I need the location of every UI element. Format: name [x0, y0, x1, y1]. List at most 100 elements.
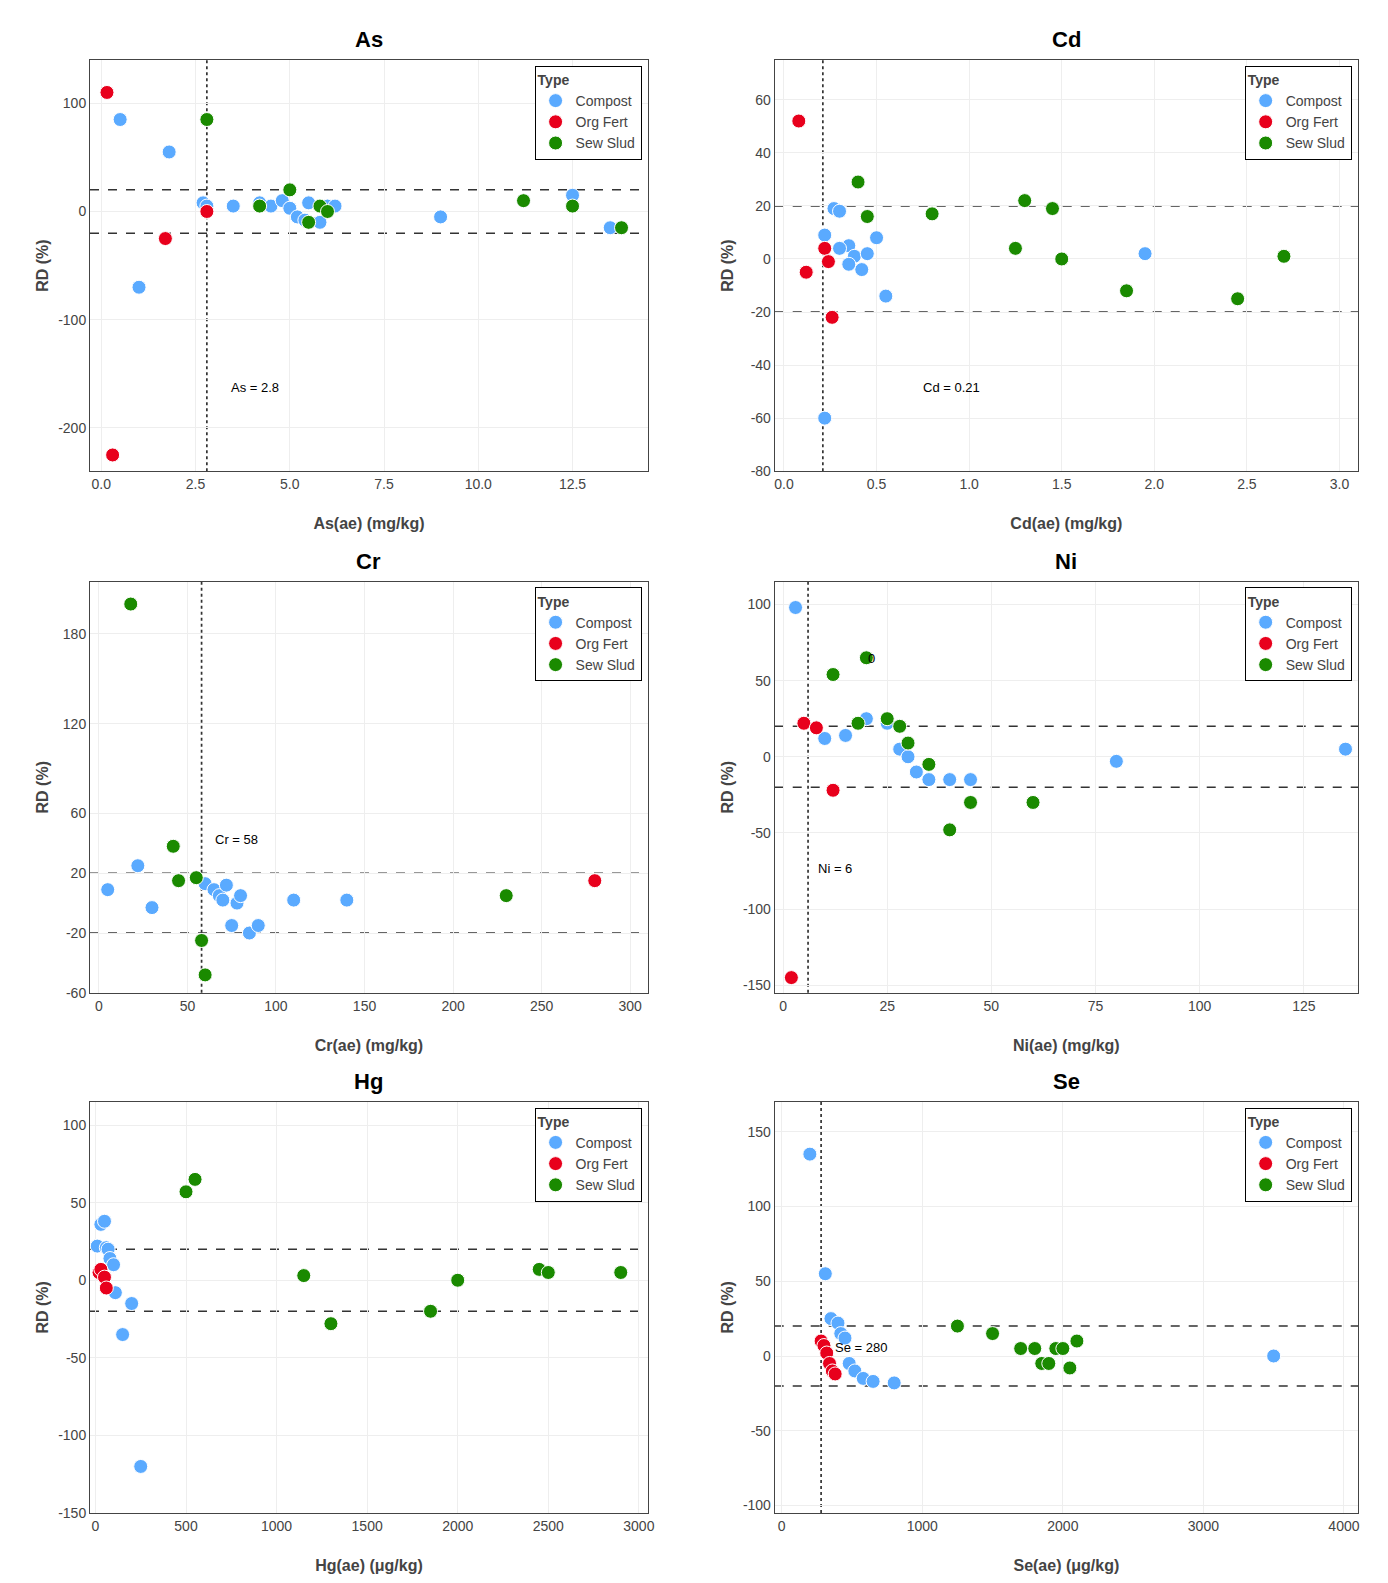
- svg-text:Cd: Cd: [1052, 27, 1081, 52]
- svg-text:150: 150: [353, 998, 377, 1014]
- svg-text:-100: -100: [743, 901, 771, 917]
- svg-text:2.5: 2.5: [1237, 476, 1257, 492]
- svg-text:100: 100: [63, 95, 87, 111]
- svg-text:As = 2.8: As = 2.8: [231, 380, 279, 395]
- svg-text:0.0: 0.0: [774, 476, 794, 492]
- svg-text:2000: 2000: [442, 1518, 473, 1534]
- svg-text:Cr(ae) (mg/kg): Cr(ae) (mg/kg): [315, 1037, 423, 1054]
- svg-text:Compost: Compost: [1286, 1135, 1342, 1151]
- svg-text:Sew Slud: Sew Slud: [1286, 135, 1345, 151]
- svg-text:Cr = 58: Cr = 58: [215, 832, 258, 847]
- svg-text:0: 0: [779, 998, 787, 1014]
- svg-text:-150: -150: [58, 1505, 86, 1521]
- svg-text:0: 0: [92, 1518, 100, 1534]
- svg-text:Org Fert: Org Fert: [1286, 1156, 1338, 1172]
- svg-text:60: 60: [71, 805, 87, 821]
- svg-text:-100: -100: [58, 1427, 86, 1443]
- svg-text:-60: -60: [751, 410, 771, 426]
- svg-text:Compost: Compost: [1286, 93, 1342, 109]
- svg-text:-50: -50: [751, 1423, 771, 1439]
- svg-text:-50: -50: [66, 1350, 86, 1366]
- svg-text:Org Fert: Org Fert: [576, 636, 628, 652]
- svg-text:-80: -80: [751, 463, 771, 479]
- svg-text:12.5: 12.5: [559, 476, 586, 492]
- svg-text:2.0: 2.0: [1145, 476, 1165, 492]
- svg-text:-50: -50: [751, 825, 771, 841]
- svg-text:Se: Se: [1053, 1069, 1080, 1094]
- svg-text:Cd = 0.21: Cd = 0.21: [923, 380, 980, 395]
- svg-text:50: 50: [984, 998, 1000, 1014]
- svg-text:Se = 280: Se = 280: [835, 1340, 887, 1355]
- svg-text:Ni(ae) (mg/kg): Ni(ae) (mg/kg): [1013, 1037, 1120, 1054]
- svg-text:RD (%): RD (%): [34, 239, 51, 291]
- svg-text:25: 25: [879, 998, 895, 1014]
- svg-text:1.0: 1.0: [959, 476, 979, 492]
- svg-text:-150: -150: [743, 977, 771, 993]
- svg-text:0: 0: [95, 998, 103, 1014]
- svg-text:Type: Type: [1248, 594, 1280, 610]
- svg-text:Type: Type: [538, 72, 570, 88]
- svg-text:60: 60: [755, 92, 771, 108]
- svg-text:Se(ae) (μg/kg): Se(ae) (μg/kg): [1013, 1557, 1119, 1574]
- svg-text:50: 50: [755, 673, 771, 689]
- svg-text:0: 0: [868, 651, 875, 666]
- svg-text:150: 150: [748, 1124, 772, 1140]
- svg-text:1500: 1500: [352, 1518, 383, 1534]
- svg-text:Cd(ae) (mg/kg): Cd(ae) (mg/kg): [1010, 515, 1122, 532]
- svg-text:250: 250: [530, 998, 554, 1014]
- svg-text:180: 180: [63, 626, 87, 642]
- svg-text:7.5: 7.5: [374, 476, 394, 492]
- svg-text:125: 125: [1292, 998, 1316, 1014]
- svg-text:2500: 2500: [533, 1518, 564, 1534]
- svg-text:Org Fert: Org Fert: [576, 1156, 628, 1172]
- svg-text:Sew Slud: Sew Slud: [1286, 1177, 1345, 1193]
- svg-text:1000: 1000: [261, 1518, 292, 1534]
- svg-text:100: 100: [63, 1117, 87, 1133]
- svg-text:Sew Slud: Sew Slud: [1286, 657, 1345, 673]
- svg-text:Compost: Compost: [576, 615, 632, 631]
- svg-text:-200: -200: [58, 420, 86, 436]
- svg-text:100: 100: [748, 1198, 772, 1214]
- svg-text:-20: -20: [66, 925, 86, 941]
- svg-text:3000: 3000: [623, 1518, 654, 1534]
- svg-text:500: 500: [174, 1518, 198, 1534]
- svg-text:Type: Type: [538, 1114, 570, 1130]
- svg-text:Compost: Compost: [576, 93, 632, 109]
- svg-text:0: 0: [778, 1518, 786, 1534]
- svg-text:20: 20: [755, 198, 771, 214]
- svg-text:4000: 4000: [1328, 1518, 1359, 1534]
- svg-text:Type: Type: [538, 594, 570, 610]
- svg-text:3000: 3000: [1188, 1518, 1219, 1534]
- svg-text:0.5: 0.5: [867, 476, 887, 492]
- svg-text:2000: 2000: [1047, 1518, 1078, 1534]
- svg-text:As(ae) (mg/kg): As(ae) (mg/kg): [313, 515, 424, 532]
- svg-text:0: 0: [763, 1348, 771, 1364]
- svg-text:RD (%): RD (%): [719, 239, 736, 291]
- svg-text:1000: 1000: [907, 1518, 938, 1534]
- svg-text:Compost: Compost: [1286, 615, 1342, 631]
- svg-text:50: 50: [755, 1273, 771, 1289]
- svg-text:RD (%): RD (%): [34, 1281, 51, 1333]
- svg-text:20: 20: [71, 865, 87, 881]
- svg-text:Ni = 6: Ni = 6: [818, 861, 852, 876]
- svg-text:Hg(ae) (μg/kg): Hg(ae) (μg/kg): [315, 1557, 423, 1574]
- svg-text:Ni: Ni: [1055, 549, 1077, 574]
- svg-text:10.0: 10.0: [465, 476, 492, 492]
- svg-text:Hg: Hg: [354, 1069, 383, 1094]
- svg-text:200: 200: [441, 998, 465, 1014]
- svg-text:0: 0: [763, 251, 771, 267]
- svg-text:0.0: 0.0: [92, 476, 112, 492]
- svg-text:300: 300: [619, 998, 643, 1014]
- svg-text:-60: -60: [66, 985, 86, 1001]
- svg-text:Sew Slud: Sew Slud: [576, 657, 635, 673]
- svg-text:5.0: 5.0: [280, 476, 300, 492]
- svg-text:Cr: Cr: [356, 549, 381, 574]
- svg-text:100: 100: [748, 596, 772, 612]
- svg-text:0: 0: [78, 1272, 86, 1288]
- svg-text:-20: -20: [751, 304, 771, 320]
- svg-text:0: 0: [763, 749, 771, 765]
- svg-text:-100: -100: [58, 312, 86, 328]
- svg-text:120: 120: [63, 716, 87, 732]
- svg-text:2.5: 2.5: [186, 476, 206, 492]
- svg-text:40: 40: [755, 145, 771, 161]
